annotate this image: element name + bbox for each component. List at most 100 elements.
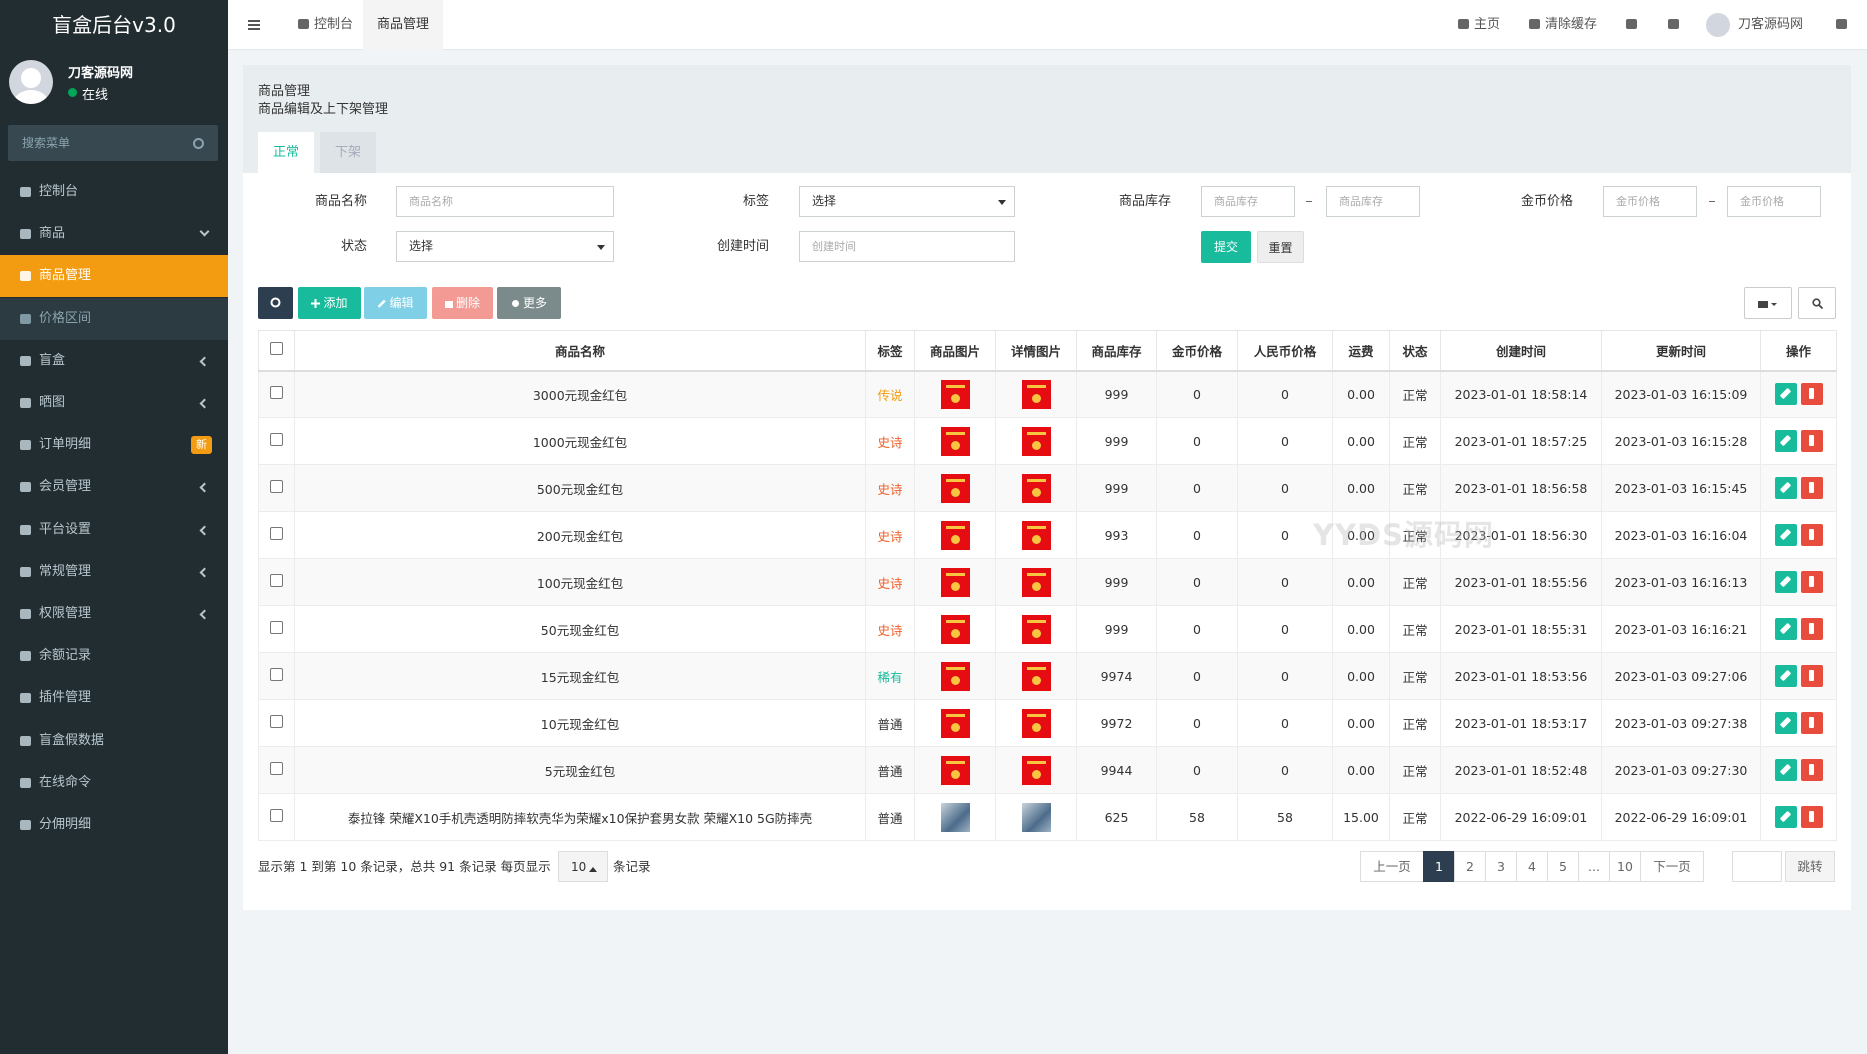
menu-item[interactable]: 商品: [0, 213, 228, 255]
checkbox[interactable]: [270, 342, 283, 356]
checkbox[interactable]: [270, 433, 283, 446]
edit-button[interactable]: [1774, 571, 1797, 593]
tag-label: 史诗: [877, 622, 903, 638]
filter-input[interactable]: 商品库存: [1326, 186, 1420, 217]
page-button[interactable]: 下一页: [1640, 851, 1704, 882]
menu-item[interactable]: 分佣明细: [0, 804, 228, 846]
filter-input[interactable]: 商品名称: [396, 186, 614, 217]
edit-button[interactable]: [1774, 712, 1797, 734]
top-tab[interactable]: 控制台: [288, 0, 363, 50]
delete-button[interactable]: [1800, 712, 1823, 734]
clear-cache[interactable]: 清除缓存: [1529, 0, 1597, 50]
checkbox[interactable]: [270, 668, 283, 681]
checkbox[interactable]: [270, 527, 283, 540]
lang-icon[interactable]: [1626, 0, 1642, 50]
product-image: [940, 661, 970, 691]
page-button[interactable]: 2: [1454, 851, 1486, 882]
delete-button[interactable]: [1800, 618, 1823, 640]
table-cell: [914, 464, 996, 512]
filter-input[interactable]: 商品库存: [1201, 186, 1295, 217]
checkbox[interactable]: [270, 809, 283, 822]
page-button[interactable]: 10: [1609, 851, 1641, 882]
menu-icon: [20, 355, 31, 366]
delete-button[interactable]: [1800, 477, 1823, 499]
filter-input[interactable]: 创建时间: [799, 231, 1015, 262]
product-image: [1021, 567, 1051, 597]
page-button[interactable]: 3: [1485, 851, 1517, 882]
edit-button[interactable]: [1774, 383, 1797, 406]
more-button[interactable]: 更多: [497, 287, 561, 319]
menu-item[interactable]: 常规管理: [0, 551, 228, 593]
brand[interactable]: 盲盒后台v3.0: [52, 13, 176, 37]
delete-button[interactable]: [1800, 383, 1823, 406]
delete-button[interactable]: [1800, 759, 1823, 781]
delete-button[interactable]: [1800, 430, 1823, 452]
table-cell: 稀有: [865, 652, 915, 700]
menu-item[interactable]: 商品管理: [0, 255, 228, 298]
search-menu[interactable]: 搜索菜单: [8, 125, 218, 161]
edit-button[interactable]: [1774, 477, 1797, 499]
delete-button[interactable]: [1800, 665, 1823, 687]
menu-item[interactable]: 价格区间: [0, 297, 228, 340]
menu-item[interactable]: 订单明细 新: [0, 424, 228, 466]
edit-button[interactable]: [1774, 430, 1797, 452]
page-button[interactable]: ...: [1578, 851, 1610, 882]
page-button[interactable]: 1: [1423, 851, 1455, 882]
delete-button[interactable]: [1800, 571, 1823, 593]
edit-button[interactable]: [1774, 759, 1797, 781]
menu-item[interactable]: 盲盒: [0, 340, 228, 382]
jump-button[interactable]: 跳转: [1785, 851, 1835, 882]
delete-button[interactable]: [1800, 524, 1823, 546]
fullscreen-icon[interactable]: [1668, 0, 1684, 50]
checkbox[interactable]: [270, 386, 283, 400]
edit-button[interactable]: [1774, 665, 1797, 687]
top-tab[interactable]: 商品管理: [363, 0, 444, 50]
menu-item[interactable]: 插件管理: [0, 677, 228, 719]
menu-item[interactable]: 控制台: [0, 171, 228, 213]
avatar[interactable]: [9, 60, 53, 104]
menu-item[interactable]: 在线命令: [0, 762, 228, 804]
export-button[interactable]: [1744, 287, 1792, 319]
cell-text: 0: [1281, 762, 1289, 778]
page-button[interactable]: 5: [1547, 851, 1579, 882]
cell-text: 5元现金红包: [544, 763, 616, 779]
filter-select[interactable]: 选择: [396, 231, 614, 262]
edit-button[interactable]: 编辑: [364, 287, 427, 319]
menu-item[interactable]: 权限管理: [0, 593, 228, 635]
status-tab[interactable]: 正常: [258, 132, 314, 173]
filter-input[interactable]: 金币价格: [1727, 186, 1821, 217]
filter-select[interactable]: 选择: [799, 186, 1015, 217]
checkbox[interactable]: [270, 715, 283, 728]
edit-button[interactable]: [1774, 806, 1797, 828]
menu-item[interactable]: 会员管理: [0, 466, 228, 508]
page-button[interactable]: 4: [1516, 851, 1548, 882]
cell-text: 15元现金红包: [540, 669, 620, 685]
user-menu[interactable]: 刀客源码网: [1706, 0, 1803, 50]
checkbox[interactable]: [270, 574, 283, 587]
reset-button[interactable]: 重置: [1257, 231, 1304, 263]
delete-button[interactable]: 删除: [432, 287, 493, 319]
settings-icon[interactable]: [1836, 0, 1852, 50]
menu-item[interactable]: 平台设置: [0, 509, 228, 551]
home-link[interactable]: 主页: [1458, 0, 1500, 50]
submit-button[interactable]: 提交: [1201, 231, 1251, 263]
menu-item[interactable]: 盲盒假数据: [0, 720, 228, 762]
refresh-button[interactable]: [258, 287, 293, 319]
delete-button[interactable]: [1800, 806, 1823, 828]
checkbox[interactable]: [270, 762, 283, 775]
edit-button[interactable]: [1774, 524, 1797, 546]
checkbox[interactable]: [270, 621, 283, 634]
status-tab[interactable]: 下架: [320, 132, 376, 173]
checkbox[interactable]: [270, 480, 283, 493]
menu-toggle[interactable]: [248, 0, 272, 50]
search-button[interactable]: [1798, 287, 1836, 319]
add-button[interactable]: 添加: [298, 287, 361, 319]
table-row: 200元现金红包 史诗 993 0 0 0.00 正常 2023-01-01 18:56:30…: [258, 511, 1837, 559]
page-button[interactable]: 上一页: [1360, 851, 1424, 882]
menu-item[interactable]: 晒图: [0, 382, 228, 424]
edit-button[interactable]: [1774, 618, 1797, 640]
page-size[interactable]: 10: [558, 851, 608, 882]
filter-input[interactable]: 金币价格: [1603, 186, 1697, 217]
jump-input[interactable]: [1732, 851, 1782, 882]
menu-item[interactable]: 余额记录: [0, 635, 228, 677]
